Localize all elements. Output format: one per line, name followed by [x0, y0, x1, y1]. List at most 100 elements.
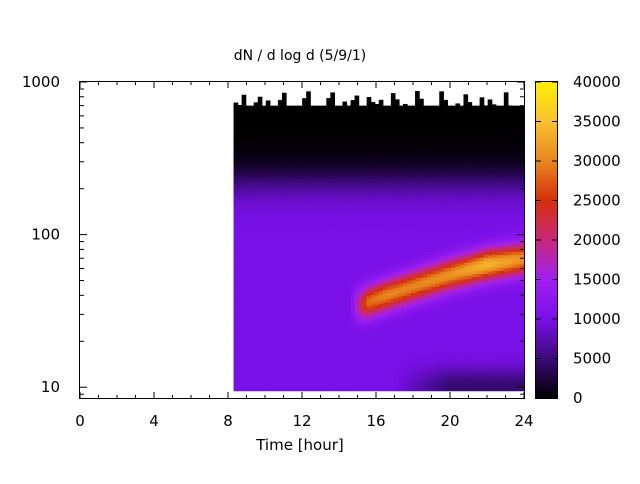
heatmap-cell [394, 157, 400, 162]
heatmap-cell [326, 179, 331, 184]
heatmap-cell [346, 165, 352, 170]
heatmap-cell [423, 235, 428, 240]
heatmap-cell [398, 314, 404, 319]
heatmap-cell [302, 309, 307, 314]
heatmap-cell [253, 118, 259, 123]
heatmap-cell [269, 251, 275, 256]
heatmap-cell [241, 252, 247, 257]
heatmap-cell [394, 128, 400, 133]
heatmap-cell [273, 241, 279, 246]
heatmap-cell [253, 320, 259, 324]
heatmap-cell [314, 320, 319, 325]
heatmap-cell [302, 250, 307, 255]
heatmap-cell [435, 333, 440, 338]
heatmap-cell [447, 213, 452, 218]
heatmap-cell [285, 320, 291, 325]
heatmap-cell [419, 137, 424, 142]
heatmap-cell [382, 191, 388, 195]
heatmap-cell [294, 327, 299, 332]
heatmap-cell [249, 301, 255, 306]
heatmap-cell [326, 159, 331, 164]
heatmap-cell [382, 248, 388, 252]
heatmap-cell [366, 387, 372, 392]
heatmap-cell [374, 279, 380, 283]
heatmap-cell [358, 305, 364, 309]
heatmap-cell [253, 176, 259, 180]
heatmap-cell [451, 289, 457, 294]
heatmap-cell [423, 343, 428, 347]
heatmap-cell [326, 289, 331, 294]
heatmap-cell [407, 260, 412, 265]
heatmap-cell [350, 309, 356, 314]
heatmap-cell [419, 163, 424, 168]
heatmap-cell [342, 313, 348, 318]
heatmap-cell [455, 326, 461, 331]
heatmap-cell [294, 301, 299, 306]
heatmap-cell [382, 216, 388, 221]
heatmap-cell [435, 324, 440, 328]
heatmap-cell [310, 238, 315, 243]
heatmap-cell [310, 305, 315, 309]
heatmap-cell [394, 115, 400, 120]
heatmap-cell [346, 244, 352, 249]
heatmap-cell [447, 184, 452, 189]
heatmap-cell [366, 207, 372, 212]
heatmap-cell [334, 362, 340, 366]
heatmap-cell [277, 122, 283, 127]
heatmap-cell [277, 284, 283, 288]
heatmap-cell [378, 138, 384, 143]
heatmap-cell [281, 119, 287, 124]
heatmap-cell [390, 255, 396, 260]
heatmap-cell [370, 230, 376, 235]
heatmap-cell [362, 263, 368, 268]
heatmap-cell [350, 322, 356, 327]
heatmap-cell [322, 358, 327, 363]
heatmap-cell [350, 255, 356, 259]
heatmap-cell [402, 301, 408, 306]
heatmap-cell [285, 295, 291, 300]
heatmap-cell [358, 381, 364, 385]
heatmap-cell [253, 313, 259, 318]
heatmap-cell [342, 175, 348, 180]
heatmap-cell [447, 260, 452, 265]
heatmap-cell [294, 317, 299, 322]
heatmap-cell [294, 320, 299, 325]
heatmap-cell [257, 162, 263, 166]
heatmap-cell [265, 235, 271, 240]
heatmap-cell [358, 105, 364, 110]
heatmap-cell [326, 211, 331, 216]
heatmap-cell [334, 349, 340, 354]
heatmap-cell [334, 257, 340, 262]
heatmap-cell [447, 358, 452, 363]
heatmap-cell [427, 184, 432, 189]
heatmap-cell [253, 182, 259, 187]
heatmap-cell [330, 244, 335, 249]
heatmap-cell [407, 273, 412, 278]
heatmap-cell [281, 268, 287, 273]
heatmap-cell [281, 284, 287, 289]
heatmap-cell [322, 301, 327, 306]
heatmap-cell [346, 324, 352, 328]
heatmap-cell [431, 168, 436, 173]
heatmap-cell [322, 381, 327, 385]
heatmap-cell [322, 146, 327, 151]
heatmap-cell [411, 381, 416, 385]
heatmap-cell [350, 332, 356, 337]
heatmap-cell [285, 219, 291, 224]
heatmap-cell [427, 225, 432, 230]
heatmap-cell [253, 163, 259, 168]
heatmap-cell [285, 172, 291, 176]
heatmap-cell [382, 311, 388, 316]
heatmap-cell [269, 134, 275, 138]
heatmap-cell [233, 300, 239, 305]
heatmap-cell [411, 187, 416, 192]
heatmap-cell [273, 333, 279, 338]
heatmap-cell [366, 145, 372, 150]
heatmap-cell [334, 134, 340, 138]
heatmap-cell [390, 268, 396, 273]
heatmap-cell [334, 308, 340, 313]
heatmap-cell [285, 105, 291, 110]
heatmap-cell [435, 194, 440, 199]
heatmap-cell [398, 200, 404, 205]
heatmap-cell [435, 206, 440, 211]
